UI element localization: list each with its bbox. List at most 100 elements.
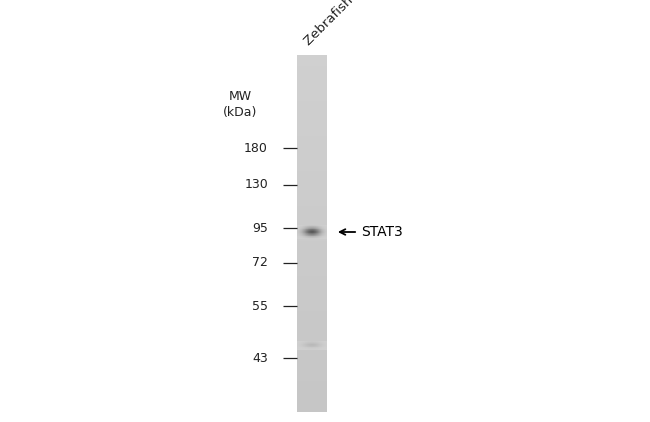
Bar [297, 317, 327, 318]
Bar [297, 291, 327, 292]
Bar [297, 111, 327, 112]
Bar [297, 356, 327, 357]
Bar [297, 168, 327, 169]
Bar [297, 285, 327, 286]
Bar [297, 295, 327, 296]
Bar [297, 395, 327, 396]
Bar [297, 231, 327, 232]
Bar [297, 156, 327, 157]
Bar [297, 315, 327, 316]
Bar [297, 331, 327, 332]
Bar [297, 252, 327, 253]
Bar [297, 279, 327, 280]
Bar [297, 113, 327, 114]
Bar [297, 308, 327, 309]
Bar [297, 232, 327, 233]
Bar [297, 304, 327, 305]
Bar [297, 55, 327, 56]
Bar [297, 151, 327, 152]
Bar [297, 122, 327, 123]
Bar [297, 224, 327, 225]
Bar [297, 280, 327, 281]
Bar [297, 171, 327, 172]
Bar [297, 261, 327, 262]
Bar [297, 166, 327, 167]
Bar [297, 378, 327, 379]
Bar [297, 91, 327, 92]
Bar [297, 271, 327, 272]
Bar [297, 371, 327, 372]
Bar [297, 373, 327, 374]
Bar [297, 198, 327, 199]
Bar [297, 228, 327, 229]
Bar [297, 114, 327, 115]
Bar [297, 205, 327, 206]
Bar [297, 306, 327, 307]
Bar [297, 202, 327, 203]
Bar [297, 302, 327, 303]
Bar [297, 62, 327, 63]
Bar [297, 360, 327, 361]
Bar [297, 116, 327, 117]
Bar [297, 226, 327, 227]
Bar [297, 345, 327, 346]
Bar [297, 99, 327, 100]
Bar [297, 163, 327, 164]
Bar [297, 236, 327, 237]
Bar [297, 103, 327, 104]
Bar [297, 140, 327, 141]
Bar [297, 405, 327, 406]
Bar [297, 259, 327, 260]
Bar [297, 235, 327, 236]
Bar [297, 265, 327, 267]
Bar [297, 218, 327, 219]
Bar [297, 377, 327, 378]
Bar [297, 241, 327, 242]
Bar [297, 276, 327, 277]
Bar [297, 229, 327, 230]
Bar [297, 288, 327, 289]
Bar [297, 352, 327, 353]
Bar [297, 131, 327, 132]
Bar [297, 107, 327, 108]
Bar [297, 96, 327, 97]
Bar [297, 253, 327, 254]
Bar [297, 154, 327, 155]
Bar [297, 160, 327, 161]
Bar [297, 327, 327, 328]
Bar [297, 100, 327, 101]
Bar [297, 349, 327, 350]
Bar [297, 270, 327, 271]
Bar [297, 173, 327, 174]
Bar [297, 57, 327, 58]
Bar [297, 215, 327, 216]
Bar [297, 180, 327, 181]
Bar [297, 343, 327, 344]
Bar [297, 328, 327, 329]
Bar [297, 333, 327, 334]
Bar [297, 388, 327, 389]
Bar [297, 275, 327, 276]
Bar [297, 311, 327, 312]
Bar [297, 321, 327, 322]
Bar [297, 398, 327, 399]
Bar [297, 119, 327, 120]
Bar [297, 390, 327, 391]
Bar [297, 240, 327, 241]
Bar [297, 307, 327, 308]
Bar [297, 147, 327, 148]
Bar [297, 363, 327, 364]
Bar [297, 135, 327, 136]
Bar [297, 294, 327, 295]
Bar [297, 102, 327, 103]
Bar [297, 71, 327, 72]
Bar [297, 282, 327, 283]
Bar [297, 344, 327, 345]
Bar [297, 298, 327, 299]
Bar [297, 323, 327, 324]
Bar [297, 82, 327, 83]
Bar [297, 69, 327, 70]
Bar [297, 357, 327, 358]
Bar [297, 124, 327, 125]
Bar [297, 190, 327, 191]
